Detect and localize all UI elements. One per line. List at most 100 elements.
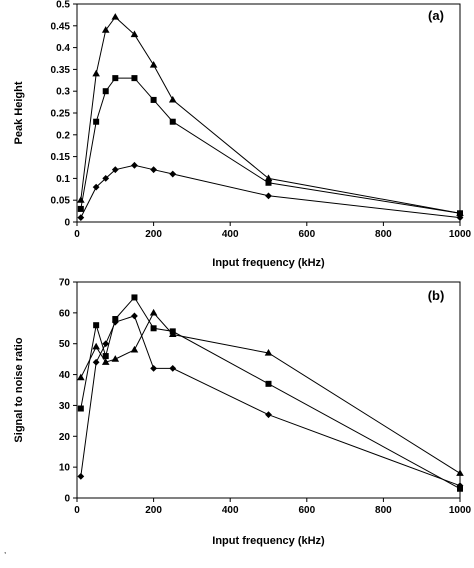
x-tick-label: 800 (375, 229, 392, 240)
x-axis-title: Input frequency (kHz) (212, 257, 325, 269)
y-tick-label: 0.05 (51, 196, 71, 207)
y-tick-label: 0.35 (51, 65, 71, 76)
data-point-square (131, 75, 138, 82)
plot-frame (76, 281, 461, 499)
x-tick-label: 200 (145, 229, 162, 240)
series-triangle (77, 13, 464, 216)
x-axis-title: Input frequency (kHz) (212, 535, 325, 547)
data-point-diamond (131, 161, 138, 169)
y-tick-label: 70 (59, 278, 71, 289)
x-tick-label: 800 (375, 505, 392, 516)
data-point-square (131, 294, 138, 301)
y-tick-label: 30 (59, 401, 71, 412)
data-point-square (93, 118, 100, 125)
data-point-square (150, 325, 157, 332)
data-point-diamond (92, 183, 100, 191)
data-point-diamond (169, 365, 177, 372)
y-tick-label: 0 (64, 494, 70, 505)
x-tick-label: 600 (298, 229, 315, 240)
chart-panel-0: 0 0.05 0.1 0.15 0.2 0.25 0.3 0.35 0.4 0.45 0.5 0 200… (13, 0, 472, 269)
chart-panel-1: 0 10 20 30 40 50 60 70 0 200 400 600 800 1000 Input fr… (13, 278, 472, 548)
y-tick-label: 0.4 (56, 43, 70, 54)
y-tick-label: 0.1 (56, 174, 70, 185)
series-line-triangle (80, 312, 461, 474)
x-tick-label: 400 (222, 229, 239, 240)
x-tick-label: 200 (145, 505, 162, 516)
data-point-square (102, 88, 109, 95)
data-point-diamond (77, 214, 85, 222)
x-tick-label: 600 (298, 505, 315, 516)
y-tick-label: 0 (64, 218, 70, 229)
stray-mark: , (4, 546, 7, 555)
data-point-square (150, 96, 157, 103)
data-point-square (169, 118, 176, 125)
data-point-triangle (456, 469, 464, 476)
x-tick-label: 0 (74, 229, 80, 240)
data-point-square (93, 322, 100, 329)
x-tick-label: 1000 (449, 505, 472, 516)
data-point-diamond (265, 411, 272, 419)
y-tick-label: 0.3 (56, 87, 70, 98)
series-line-diamond (80, 164, 461, 219)
y-tick-label: 20 (59, 432, 71, 443)
data-point-square (265, 380, 272, 387)
series-line-square (80, 77, 461, 214)
panel-label: (a) (428, 8, 444, 23)
data-point-diamond (131, 312, 138, 320)
data-point-diamond (456, 482, 464, 490)
data-point-triangle (149, 61, 158, 68)
data-point-diamond (169, 170, 177, 178)
y-tick-label: 0.25 (51, 109, 71, 120)
data-point-square (102, 353, 109, 360)
data-point-diamond (265, 192, 272, 200)
data-point-diamond (102, 175, 110, 182)
data-point-square (169, 328, 176, 335)
data-point-square (77, 205, 84, 212)
y-tick-label: 40 (59, 370, 71, 381)
y-tick-label: 0.45 (51, 21, 71, 32)
data-point-diamond (150, 166, 157, 174)
series-triangle (77, 308, 464, 476)
data-point-diamond (77, 473, 85, 480)
data-point-square (77, 405, 84, 412)
data-point-triangle (92, 342, 100, 350)
y-tick-label: 10 (59, 463, 71, 474)
data-point-triangle (264, 348, 273, 356)
y-tick-label: 0.15 (51, 152, 71, 163)
y-tick-label: 50 (59, 339, 71, 350)
series-diamond (77, 312, 464, 490)
x-tick-label: 0 (74, 505, 80, 516)
data-point-triangle (130, 345, 139, 353)
data-point-triangle (101, 358, 110, 365)
y-axis-title: Signal to noise ratio (13, 337, 25, 442)
series-line-diamond (80, 315, 461, 487)
data-point-triangle (111, 355, 120, 362)
data-point-diamond (111, 318, 119, 326)
x-tick-label: 1000 (449, 229, 472, 240)
data-point-triangle (77, 196, 85, 203)
data-point-triangle (264, 174, 273, 181)
y-axis-title: Peak Height (13, 81, 25, 144)
data-point-diamond (111, 166, 119, 174)
data-point-diamond (92, 358, 100, 366)
series-diamond (77, 161, 464, 222)
data-point-diamond (102, 340, 110, 348)
data-point-triangle (77, 373, 85, 381)
data-point-square (457, 210, 463, 217)
data-point-diamond (150, 365, 157, 372)
x-tick-label: 400 (222, 505, 239, 516)
data-point-triangle (130, 30, 139, 38)
data-point-square (265, 179, 272, 186)
data-point-square (112, 75, 119, 82)
data-point-triangle (101, 26, 110, 33)
data-point-triangle (149, 308, 158, 316)
data-point-triangle (168, 95, 177, 103)
data-point-diamond (456, 214, 464, 222)
y-tick-label: 0.5 (56, 0, 70, 11)
y-tick-label: 0.2 (56, 130, 70, 141)
series-square (77, 75, 463, 217)
data-point-triangle (111, 13, 120, 20)
y-tick-label: 60 (59, 308, 71, 319)
series-square (77, 294, 463, 492)
